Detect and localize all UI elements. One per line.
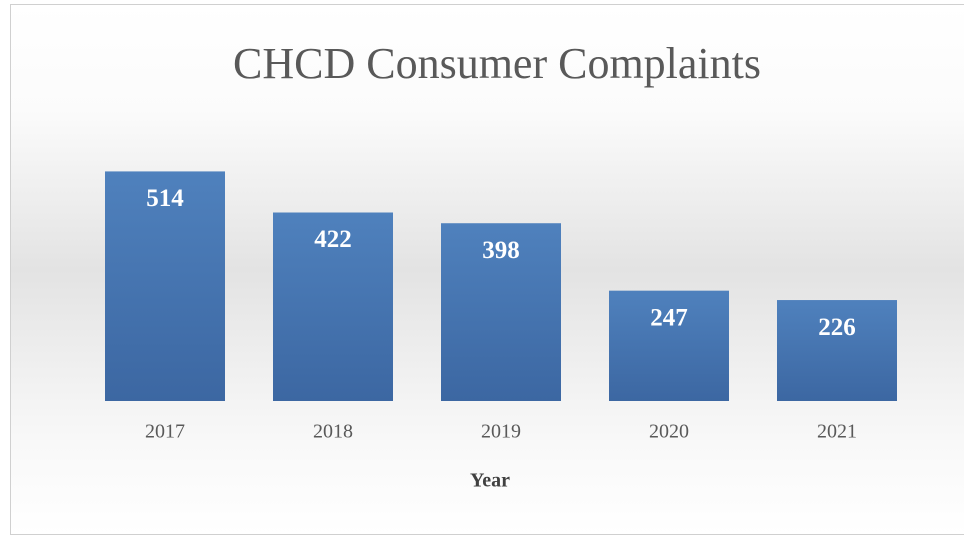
bar	[441, 223, 561, 401]
data-label: 422	[314, 226, 352, 253]
data-label: 226	[818, 314, 856, 341]
data-label: 247	[650, 304, 688, 331]
x-tick-label: 2021	[817, 421, 857, 443]
data-label: 398	[482, 237, 520, 264]
x-tick-label: 2018	[313, 421, 353, 443]
bar	[609, 290, 729, 401]
bar	[777, 300, 897, 401]
x-tick-label: 2020	[649, 421, 689, 443]
x-tick-label: 2017	[145, 421, 185, 443]
bar	[105, 171, 225, 401]
chart-title: CHCD Consumer Complaints	[233, 39, 761, 88]
data-label: 514	[146, 185, 184, 212]
x-axis-title: Year	[470, 470, 510, 492]
x-tick-label: 2019	[481, 421, 521, 443]
bar	[273, 212, 393, 401]
